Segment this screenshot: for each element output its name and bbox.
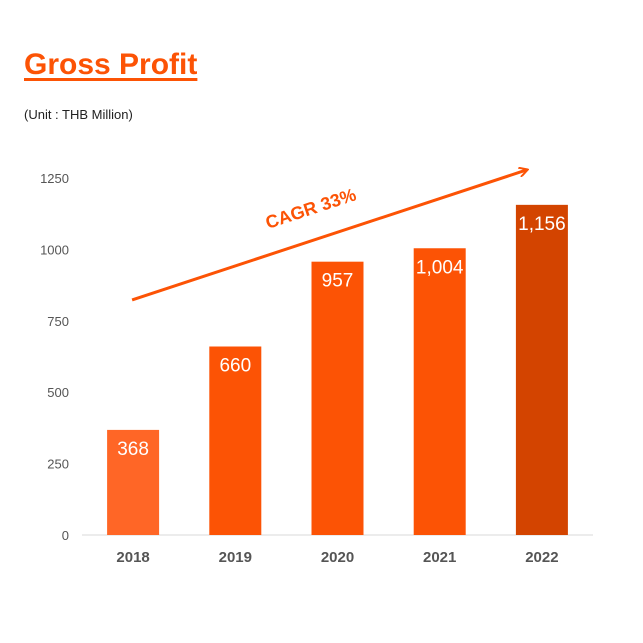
y-axis: 0 250 500 750 1000 1250 [40,171,69,543]
bar [209,346,262,535]
y-tick-label: 1000 [40,242,69,257]
data-label: 660 [219,356,251,377]
data-label: 368 [117,439,149,460]
bar [311,261,364,535]
bar [413,248,466,535]
x-tick-label: 2019 [219,549,252,566]
x-tick-label: 2018 [116,549,149,566]
x-axis: 2018 2019 2020 2021 2022 [116,549,558,566]
x-tick-label: 2022 [525,549,558,566]
y-tick-label: 0 [62,528,69,543]
y-tick-label: 750 [47,314,69,329]
data-label: 957 [322,271,354,292]
x-tick-label: 2021 [423,549,456,566]
y-tick-label: 500 [47,385,69,400]
bar [107,429,160,535]
y-tick-label: 250 [47,457,69,472]
bars: 368 660 957 1,004 1,156 [107,204,568,535]
cagr-annotation: CAGR 33% [263,184,359,232]
unit-label: (Unit : THB Million) [24,107,133,122]
x-tick-label: 2020 [321,549,354,566]
y-tick-label: 1250 [40,171,69,186]
bar [515,204,568,535]
cagr-trend-arrow [131,170,527,302]
chart-title: Gross Profit [24,48,198,81]
data-label: 1,156 [518,214,566,235]
data-label: 1,004 [416,257,464,278]
